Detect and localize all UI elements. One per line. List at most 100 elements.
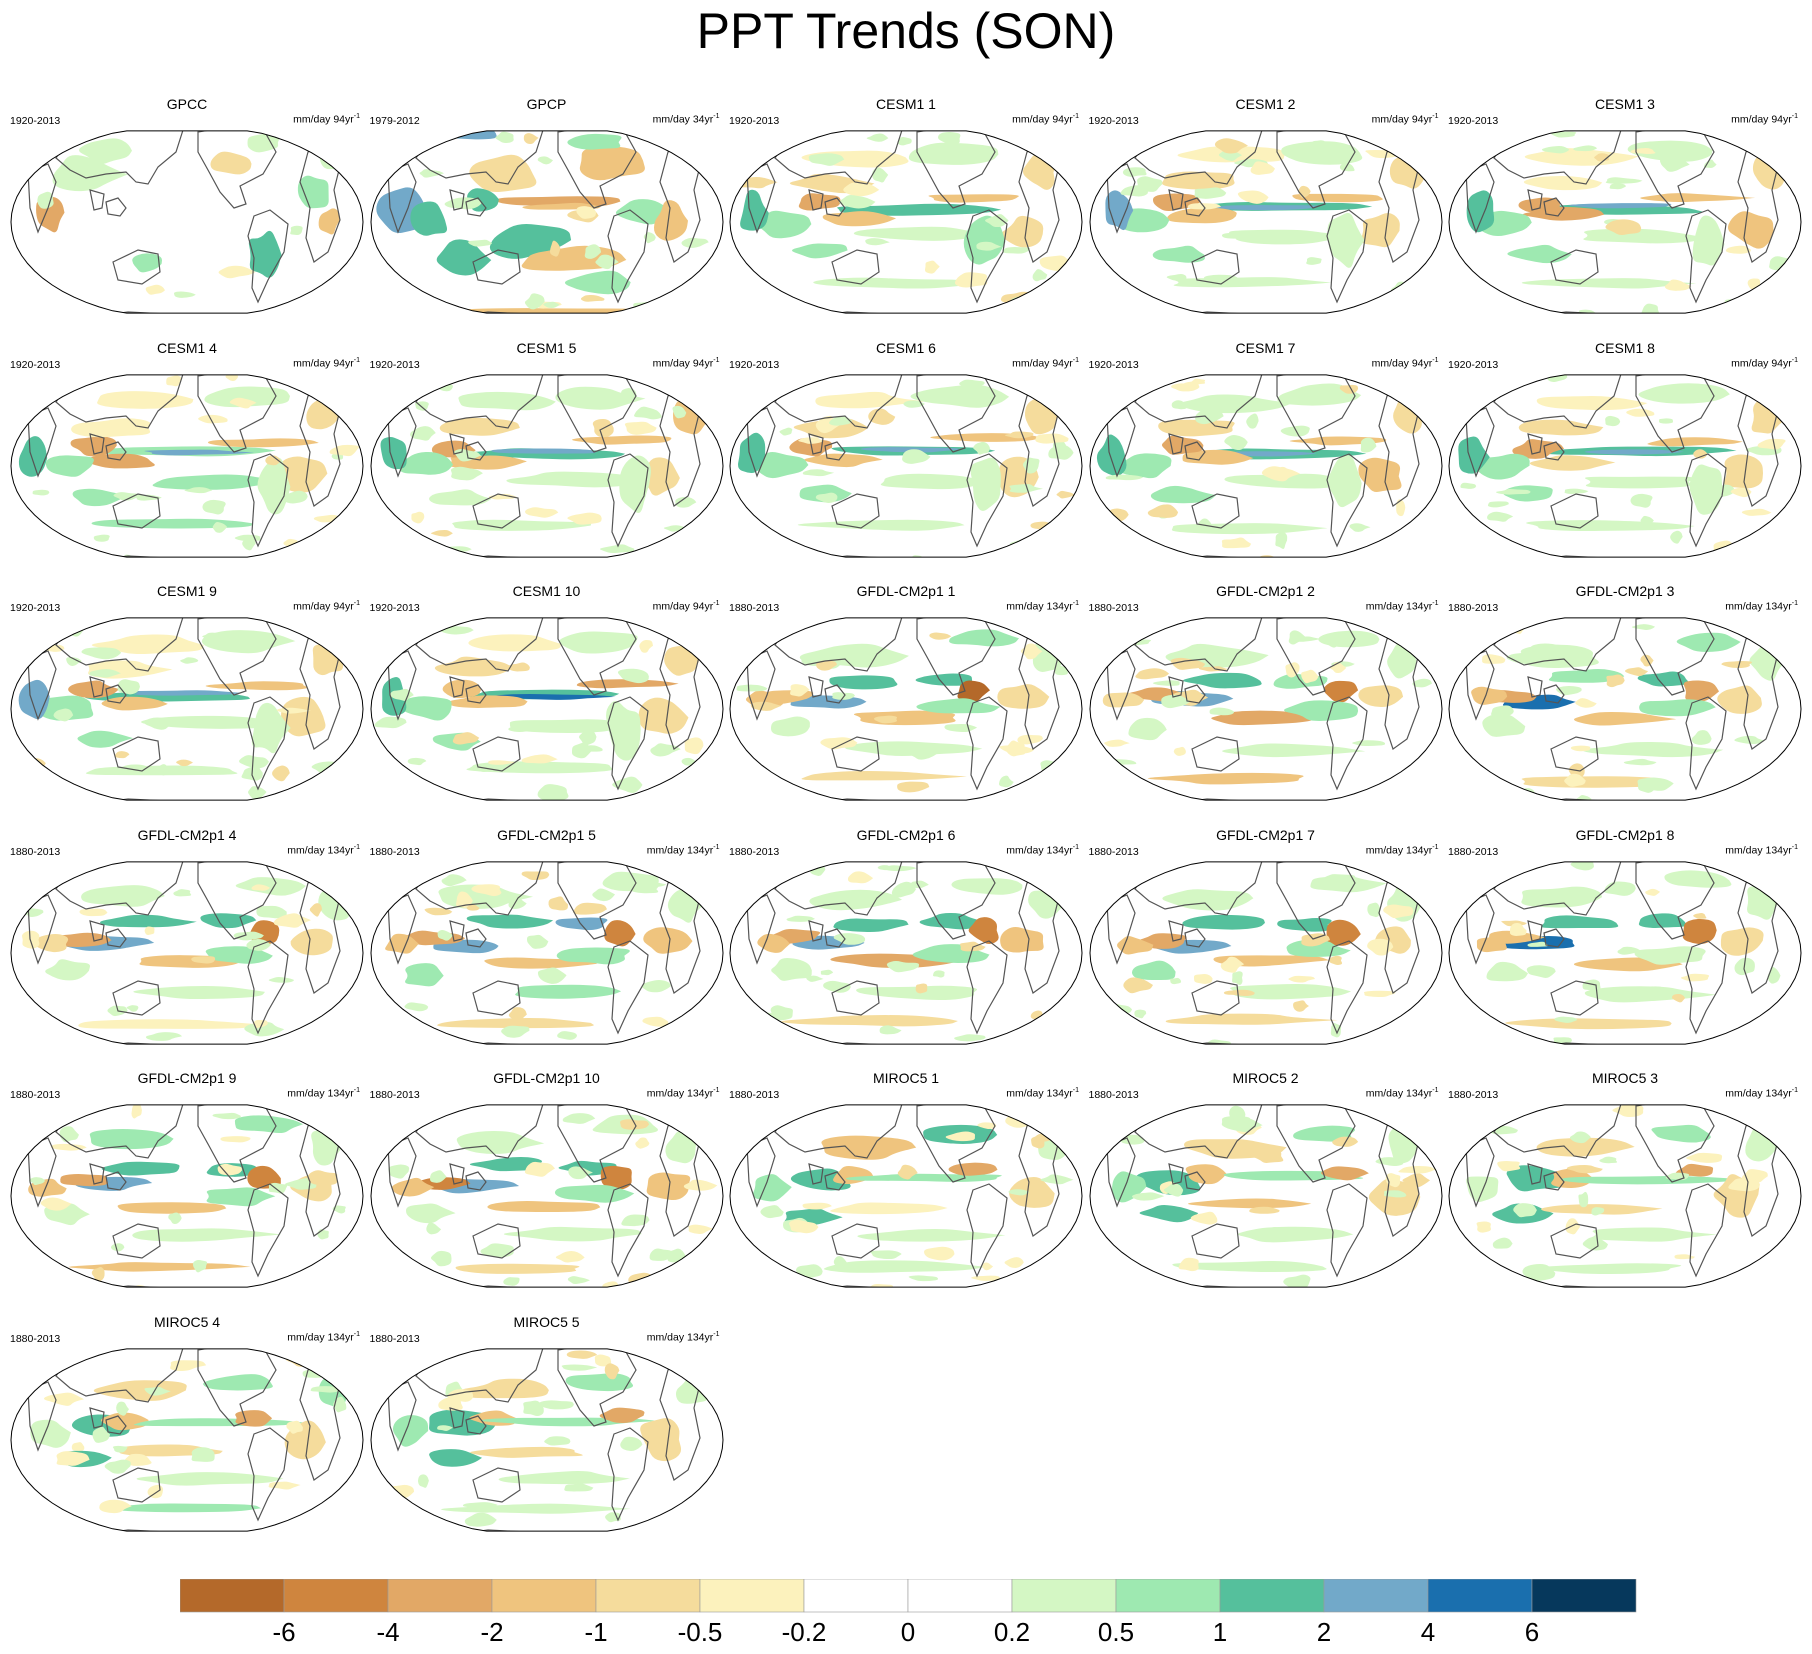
trend-patch [770,1004,793,1020]
coastline [89,1406,105,1429]
trend-patch [1035,433,1069,444]
panel-period: 1920-2013 [369,358,420,371]
trend-patch [1659,157,1690,172]
trend-patch [373,716,406,729]
trend-patch [1693,448,1708,459]
trend-patch [1190,1211,1217,1225]
trend-region [756,210,812,239]
trend-patch [524,293,545,310]
trend-patch [169,314,182,325]
trend-region [949,629,1019,647]
trend-region [247,132,280,153]
trend-patch [466,903,479,911]
trend-region [1221,743,1365,758]
trend-patch [1765,1104,1786,1116]
coastline [966,1183,1008,1278]
trend-region [1505,1017,1672,1029]
trend-region [45,454,94,477]
trend-patch [763,299,782,308]
trend-region [856,985,978,1000]
trend-patch [524,1161,555,1177]
trend-patch [1703,159,1717,168]
trend-patch [403,1530,418,1531]
map-panel: MIROC5 4 1880-2013 mm/day 134yr-1 [8,1314,366,1549]
trend-patch [229,397,257,408]
trend-patch [627,880,666,888]
trend-region [653,200,688,241]
trend-region [564,270,631,295]
trend-patch [429,1170,447,1183]
trend-patch [173,291,196,298]
trend-region [514,984,621,999]
trend-patch [198,414,228,423]
trend-patch [66,657,82,666]
trend-region [1127,717,1167,741]
trend-patch [549,240,560,257]
trend-region [72,488,128,506]
colorbar-swatch [180,1579,285,1613]
panel-title: CESM1 8 [1595,339,1655,356]
trend-patch [1765,384,1801,393]
trend-region [1638,912,1687,928]
trend-region [1506,1165,1564,1192]
trend-region [1276,917,1332,932]
trend-patch [1594,559,1608,569]
trend-patch [1582,1237,1608,1251]
trend-region [503,1226,642,1242]
coastline [471,1223,521,1259]
map-outline [1448,617,1802,801]
trend-region [830,1202,948,1215]
map-panel: GFDL-CM2p1 2 1880-2013 mm/day 134yr-1 [1087,583,1445,818]
trend-region [1664,869,1732,888]
map-panel: MIROC5 3 1880-2013 mm/day 134yr-1 [1446,1070,1804,1305]
map-svg [1448,130,1802,314]
trend-patch [57,1523,80,1531]
coastline [247,696,289,791]
coastline [1527,189,1543,211]
trend-region [492,693,615,700]
coastline [1325,1183,1368,1278]
trend-patch [897,1164,918,1180]
trend-patch [191,1446,215,1462]
trend-region [439,417,520,436]
map-svg [1088,1104,1443,1288]
trend-patch [242,536,256,550]
map-svg [729,373,1083,558]
trend-patch [1578,1191,1589,1208]
trend-patch [407,757,426,766]
colorbar-tick-label: -0.2 [782,1617,827,1647]
trend-region [398,696,452,721]
panel-period: 1880-2013 [369,1089,420,1101]
trend-region [738,432,766,473]
trend-patch [1166,273,1186,281]
trend-region [571,435,671,445]
trend-patch [1339,384,1358,394]
trend-patch [1023,142,1049,149]
trend-patch [175,1290,191,1299]
trend-region [1181,914,1265,930]
trend-patch [50,1143,87,1151]
trend-patch [116,1401,129,1416]
trend-region [1131,960,1176,980]
trend-region [468,154,536,192]
trend-patch [389,688,414,701]
map-outline [10,860,364,1045]
trend-patch [1573,145,1598,152]
trend-patch [1741,508,1772,516]
trend-patch [815,492,838,503]
trend-patch [796,1264,823,1279]
coastline [27,1137,57,1208]
panel-units: mm/day 94yr-1 [293,113,360,126]
coastline [1543,684,1565,704]
map-outline [1448,130,1802,314]
coastline [414,617,544,672]
map-svg [369,130,724,314]
colorbar-swatch [1011,1579,1117,1613]
trend-patch [668,1104,698,1114]
coastline [784,311,1049,314]
trend-patch [415,311,447,314]
panel-title: MIROC5 2 [1232,1070,1299,1086]
trend-patch [1575,698,1597,708]
trend-patch [1527,643,1558,653]
